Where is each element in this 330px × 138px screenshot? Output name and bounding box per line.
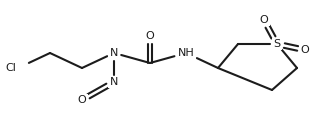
Text: NH: NH (178, 48, 194, 58)
Text: Cl: Cl (5, 63, 16, 73)
Text: O: O (301, 45, 310, 55)
Text: S: S (274, 39, 280, 49)
Text: O: O (260, 15, 268, 25)
Text: O: O (78, 95, 86, 105)
Text: N: N (110, 48, 118, 58)
Text: N: N (110, 77, 118, 87)
Text: O: O (146, 31, 154, 41)
